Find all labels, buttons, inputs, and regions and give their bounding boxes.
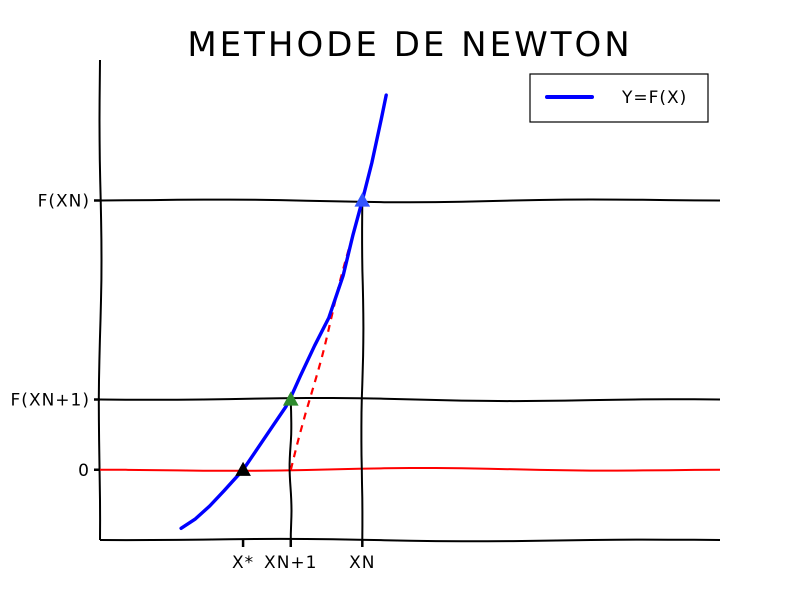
legend: Y=F(X) [529,73,709,123]
vertical-reference-line [360,200,365,541]
horizontal-reference-line [99,198,721,204]
horizontal-reference-line [99,397,721,403]
point-marker [282,391,299,406]
point-marker [354,192,371,207]
x-axis-spine [99,537,721,543]
horizontal-reference-line [100,467,721,472]
y-tick-label: F(XN+1) [11,391,90,411]
y-tick-label: F(XN) [38,191,90,211]
y-axis-spine [97,59,103,541]
x-tick-label: X* [232,553,254,573]
point-marker [235,461,251,476]
chart-title: METHODE DE NEWTON [187,25,632,65]
legend-entry: Y=F(X) [621,88,687,108]
plot-area: 0 F(XN+1) F(XN) X* XN+1 XN [11,59,721,573]
function-curve-line [179,93,388,530]
vertical-reference-line [288,399,293,540]
x-tick-label: XN [349,553,375,573]
y-tick-label: 0 [78,461,90,481]
x-tick-label: XN+1 [264,553,317,573]
